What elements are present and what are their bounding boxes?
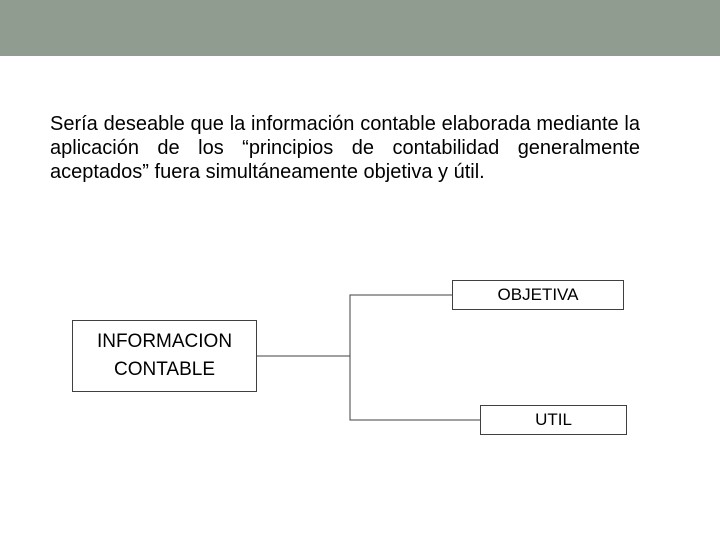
node-informacion-contable: INFORMACION CONTABLE xyxy=(72,320,257,392)
node-objetiva-label: OBJETIVA xyxy=(498,285,579,305)
node-util: UTIL xyxy=(480,405,627,435)
intro-paragraph: Sería deseable que la información contab… xyxy=(50,112,640,184)
node-root-line1: INFORMACION xyxy=(97,331,232,353)
node-util-label: UTIL xyxy=(535,410,572,430)
node-objetiva: OBJETIVA xyxy=(452,280,624,310)
connector-lines xyxy=(0,0,720,540)
node-root-line2: CONTABLE xyxy=(97,359,232,381)
header-bar xyxy=(0,0,720,56)
